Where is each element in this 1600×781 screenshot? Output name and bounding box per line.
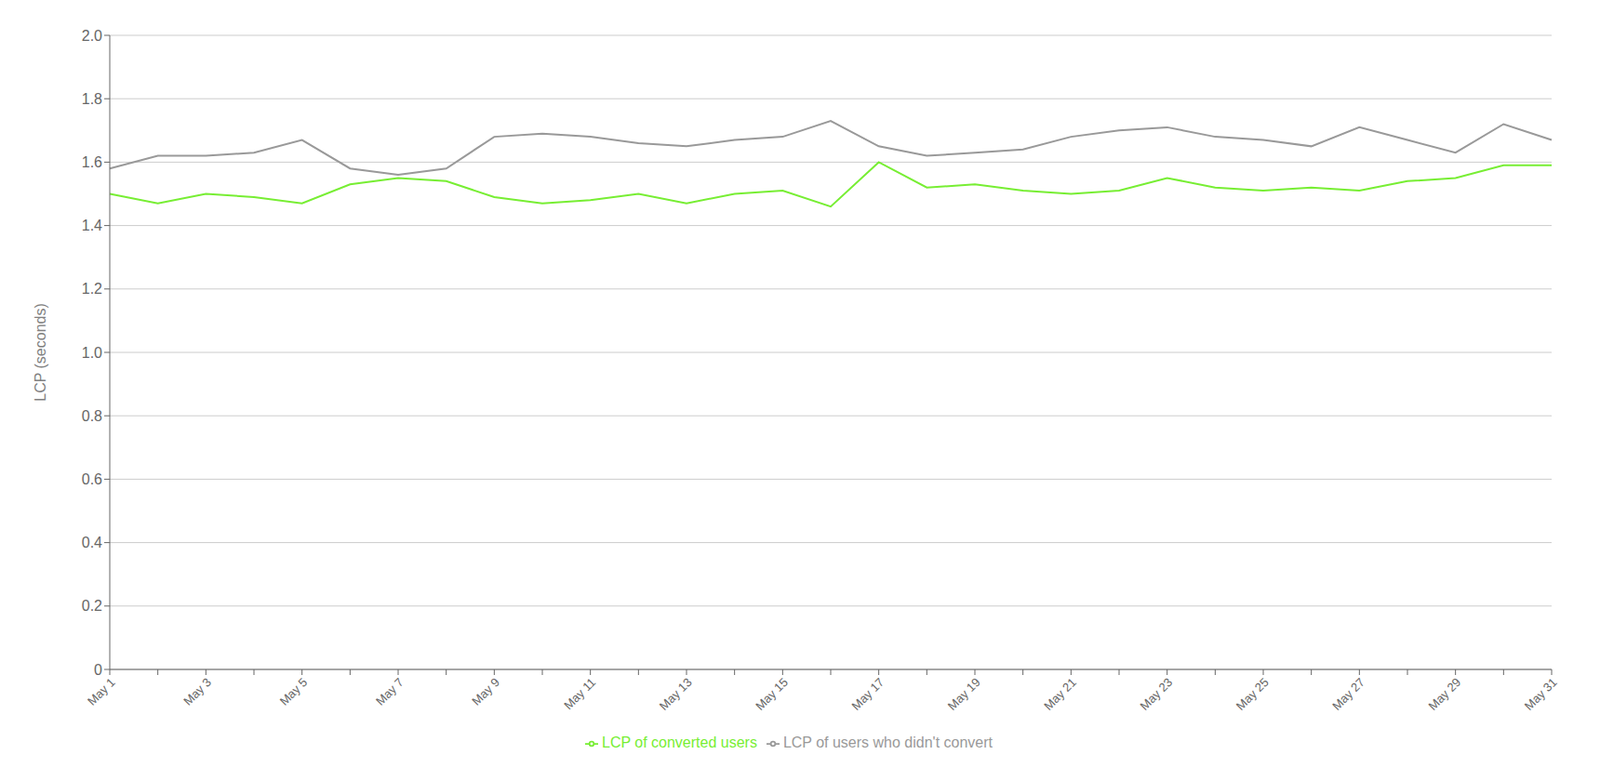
svg-text:0.4: 0.4 — [81, 534, 103, 551]
svg-text:1.6: 1.6 — [81, 154, 103, 171]
svg-text:May 19: May 19 — [945, 675, 984, 714]
svg-text:May 11: May 11 — [560, 675, 599, 713]
svg-text:May 25: May 25 — [1233, 675, 1272, 714]
svg-text:May 31: May 31 — [1521, 675, 1560, 714]
svg-text:May 27: May 27 — [1329, 675, 1368, 714]
svg-text:1.8: 1.8 — [81, 91, 103, 107]
svg-text:May 15: May 15 — [752, 675, 791, 714]
svg-text:0: 0 — [93, 662, 103, 679]
html-text:LCP of converted users: LCP of converted users — [601, 734, 758, 751]
svg-text:May 7: May 7 — [373, 675, 407, 709]
svg-text:May 9: May 9 — [468, 675, 503, 709]
svg-text:1.4: 1.4 — [81, 217, 103, 234]
svg-text:May 3: May 3 — [180, 675, 214, 709]
svg-text:1.2: 1.2 — [81, 280, 103, 297]
svg-text:May 29: May 29 — [1426, 675, 1465, 714]
svg-text:May 17: May 17 — [849, 675, 888, 714]
svg-text:May 21: May 21 — [1040, 675, 1080, 714]
svg-text:May 1: May 1 — [84, 675, 119, 709]
svg-text:2.0: 2.0 — [81, 27, 103, 44]
svg-text:May 23: May 23 — [1137, 675, 1176, 714]
svg-text:May 5: May 5 — [277, 675, 311, 709]
svg-text:LCP (seconds): LCP (seconds) — [32, 303, 49, 402]
svg-text:0.2: 0.2 — [81, 598, 103, 614]
svg-text:1.0: 1.0 — [81, 345, 103, 361]
svg-text:May 13: May 13 — [656, 675, 695, 714]
svg-text:0.6: 0.6 — [81, 471, 103, 488]
html-text:LCP of users who didn't conver: LCP of users who didn't convert — [783, 734, 993, 751]
svg-text:0.8: 0.8 — [81, 408, 103, 425]
